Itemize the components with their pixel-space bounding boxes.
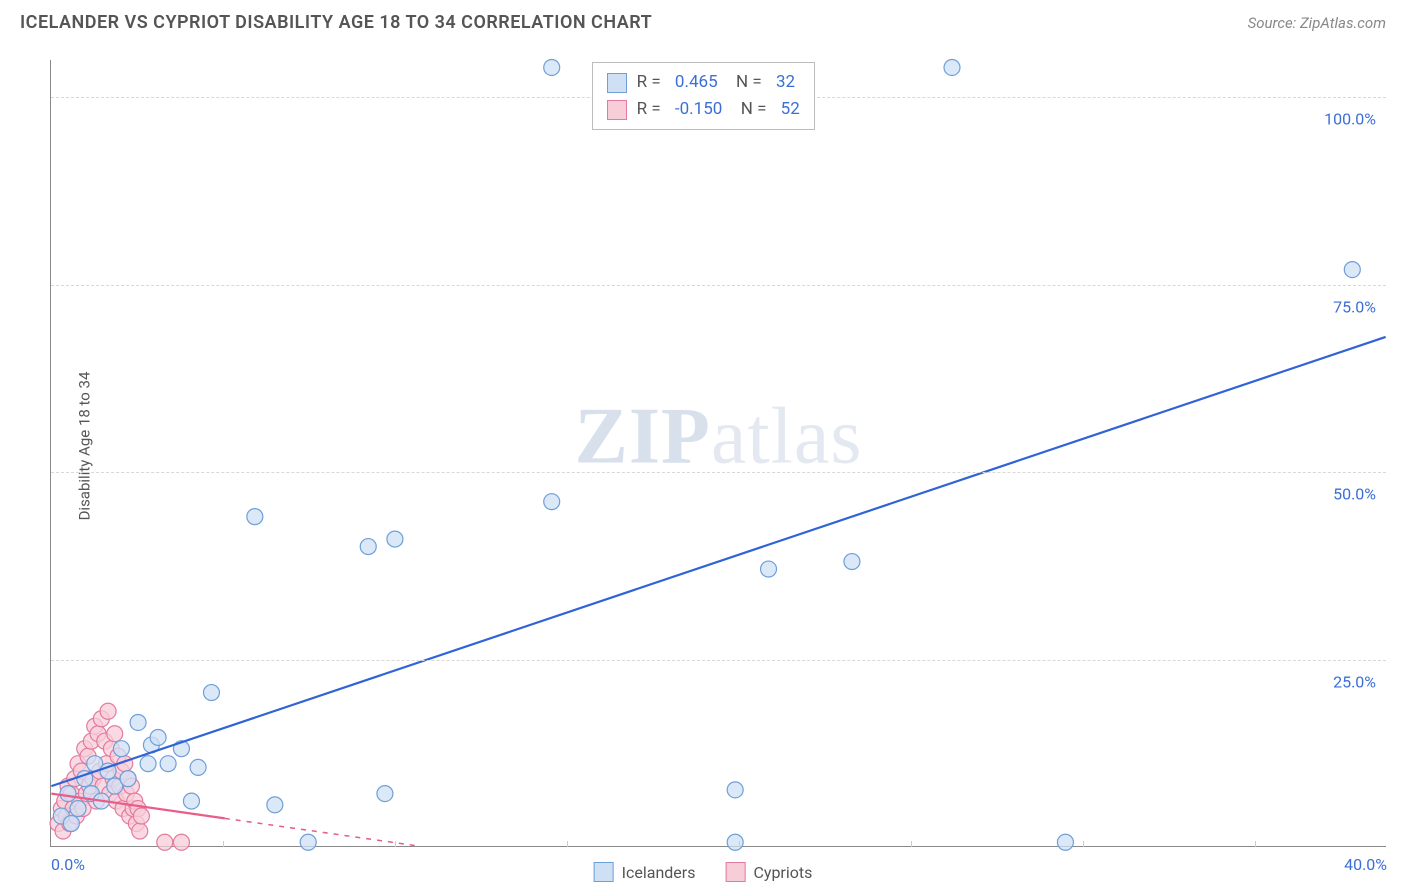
icelanders-point: [544, 494, 560, 510]
icelanders-point: [203, 685, 219, 701]
stats-legend-row-icelanders: R = 0.465 N = 32: [607, 69, 800, 96]
stats-legend-row-cypriots: R = -0.150 N = 52: [607, 96, 800, 123]
icelanders-point: [727, 782, 743, 798]
icelanders-trendline: [51, 337, 1385, 786]
icelanders-point: [113, 741, 129, 757]
n-label: N =: [732, 96, 770, 123]
icelanders-point: [60, 786, 76, 802]
icelanders-swatch-icon: [594, 862, 614, 882]
source-attribution: Source: ZipAtlas.com: [1248, 14, 1386, 32]
icelanders-point: [267, 797, 283, 813]
icelanders-point: [1344, 262, 1360, 278]
gridline-horizontal: [51, 285, 1386, 286]
x-tick-label: 40.0%: [1344, 855, 1387, 874]
r-label: R =: [637, 96, 665, 123]
legend-item-cypriots: Cypriots: [725, 862, 812, 882]
icelanders-point: [544, 59, 560, 75]
cypriots-point: [157, 834, 173, 850]
y-tick-label: 100.0%: [1324, 110, 1376, 129]
icelanders-point: [761, 561, 777, 577]
icelanders-point: [190, 759, 206, 775]
icelanders-point: [387, 531, 403, 547]
n-label: N =: [728, 69, 766, 96]
x-minor-tick: [911, 841, 912, 847]
cypriots-swatch-icon: [725, 862, 745, 882]
cypriots-r-value: -0.150: [675, 96, 722, 123]
cypriots-trendline-dashed: [225, 818, 418, 846]
x-minor-tick: [1255, 841, 1256, 847]
icelanders-point: [140, 756, 156, 772]
icelanders-point: [160, 756, 176, 772]
icelanders-swatch: [607, 73, 627, 93]
icelanders-point: [360, 539, 376, 555]
icelanders-point: [120, 771, 136, 787]
chart-title: ICELANDER VS CYPRIOT DISABILITY AGE 18 T…: [20, 12, 652, 33]
legend-label-cypriots: Cypriots: [753, 863, 812, 882]
icelanders-point: [183, 793, 199, 809]
icelanders-point: [377, 786, 393, 802]
icelanders-point: [247, 509, 263, 525]
gridline-horizontal: [51, 472, 1386, 473]
cypriots-n-value: 52: [781, 96, 800, 123]
icelanders-point: [1057, 834, 1073, 850]
icelanders-point: [844, 554, 860, 570]
cypriots-point: [173, 834, 189, 850]
scatter-plot-svg: [51, 60, 1386, 846]
icelanders-point: [300, 834, 316, 850]
legend-item-icelanders: Icelanders: [594, 862, 696, 882]
cypriots-swatch: [607, 100, 627, 120]
x-minor-tick: [567, 841, 568, 847]
icelanders-point: [70, 801, 86, 817]
x-minor-tick: [223, 841, 224, 847]
y-tick-label: 75.0%: [1333, 297, 1376, 316]
icelanders-point: [727, 834, 743, 850]
x-minor-tick: [395, 841, 396, 847]
y-tick-label: 50.0%: [1333, 485, 1376, 504]
x-minor-tick: [739, 841, 740, 847]
r-label: R =: [637, 69, 665, 96]
legend-label-icelanders: Icelanders: [622, 863, 696, 882]
icelanders-point: [130, 714, 146, 730]
cypriots-point: [100, 703, 116, 719]
cypriots-point: [107, 726, 123, 742]
icelanders-point: [150, 729, 166, 745]
y-tick-label: 25.0%: [1333, 672, 1376, 691]
chart-plot-area: ZIPatlas 25.0%50.0%75.0%100.0%0.0%40.0%R…: [50, 60, 1386, 847]
cypriots-point: [132, 823, 148, 839]
icelanders-r-value: 0.465: [675, 69, 718, 96]
stats-legend: R = 0.465 N = 32R = -0.150 N = 52: [592, 62, 815, 130]
x-minor-tick: [1083, 841, 1084, 847]
gridline-horizontal: [51, 660, 1386, 661]
icelanders-point: [63, 816, 79, 832]
series-legend: Icelanders Cypriots: [594, 862, 813, 882]
icelanders-n-value: 32: [776, 69, 795, 96]
icelanders-point: [944, 59, 960, 75]
x-tick-label: 0.0%: [51, 855, 85, 874]
cypriots-point: [133, 808, 149, 824]
